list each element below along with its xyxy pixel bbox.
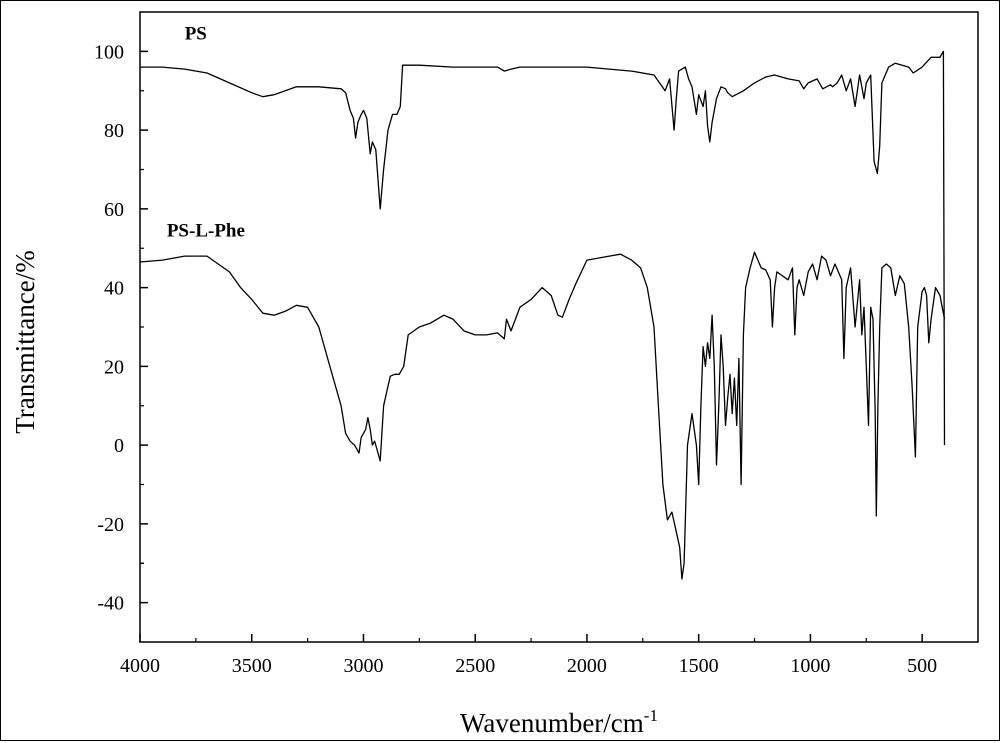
- y-tick-label: 60: [104, 199, 124, 221]
- series-label-ps-l-phe: PS-L-Phe: [167, 220, 245, 241]
- x-tick-label: 3500: [232, 655, 272, 677]
- plot-border: [139, 11, 979, 643]
- x-axis-title-superscript: -1: [644, 706, 658, 725]
- series-layer: [139, 50, 946, 580]
- x-axis-title-text: Wavenumber/cm: [460, 708, 644, 738]
- x-tick-label: 3000: [343, 655, 383, 677]
- x-tick-label: 2500: [455, 655, 495, 677]
- y-tick-label: 80: [104, 120, 124, 142]
- x-axis-title: Wavenumber/cm-1: [460, 706, 658, 738]
- x-tick-label: 500: [907, 655, 937, 677]
- ticks: 4000 3500 3000 2500 2000 1500 1000 500 100 80 60 40…: [94, 41, 937, 677]
- x-tick-label: 1000: [790, 655, 830, 677]
- axes: [139, 11, 979, 643]
- series-line-ps-l-phe: [139, 251, 946, 580]
- x-tick-label: 4000: [120, 655, 160, 677]
- y-tick-label: -20: [97, 514, 124, 536]
- x-tick-label: 2000: [567, 655, 607, 677]
- y-tick-label: 20: [104, 356, 124, 378]
- y-tick-label: 100: [94, 41, 124, 63]
- series-line-ps: [140, 50, 946, 446]
- y-tick-label: -40: [97, 593, 124, 615]
- y-tick-label: 40: [104, 278, 124, 300]
- y-tick-label: 0: [114, 435, 124, 457]
- series-label-ps: PS: [185, 24, 207, 45]
- y-axis-title: Transmittance/%: [10, 250, 40, 433]
- x-tick-label: 1500: [679, 655, 719, 677]
